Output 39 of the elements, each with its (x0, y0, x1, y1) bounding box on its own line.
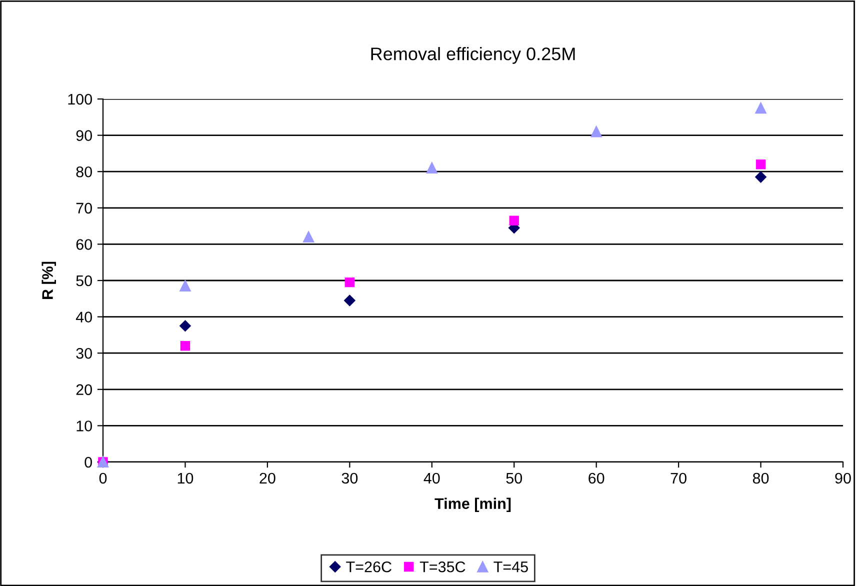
x-tick-label: 30 (342, 472, 358, 484)
x-tick-label: 0 (99, 472, 107, 484)
y-axis-title: R [%] (42, 262, 56, 299)
y-tick-label: 10 (76, 420, 92, 432)
x-tick-label: 40 (424, 472, 440, 484)
y-tick-label: 20 (76, 384, 92, 396)
y-tick-label: 90 (76, 130, 92, 141)
y-tick-label: 70 (76, 202, 92, 214)
y-tick-label: 0 (84, 456, 92, 468)
legend-label: T=45 (494, 562, 528, 572)
x-axis-title: Time [min] (434, 498, 511, 512)
point (755, 171, 766, 183)
chart-title: Removal efficiency 0.25M (371, 47, 575, 64)
point (180, 280, 191, 292)
y-tick-label: 100 (68, 94, 92, 105)
legend-label: T=35C (420, 561, 466, 572)
y-tick-label: 30 (76, 348, 92, 359)
y-tick-label: 60 (76, 239, 92, 250)
y-tick-label: 80 (76, 166, 92, 178)
x-tick-label: 70 (670, 472, 686, 484)
x-tick-label: 20 (260, 472, 276, 484)
point (303, 231, 314, 242)
x-tick-label: 80 (752, 472, 769, 484)
legend-label: T=26C (346, 561, 392, 572)
point (426, 162, 438, 174)
x-tick-label: 10 (178, 472, 194, 484)
y-tick-label: 50 (76, 275, 92, 286)
x-tick-label: 60 (588, 472, 604, 484)
point (344, 294, 356, 306)
point (344, 277, 355, 288)
point (590, 126, 602, 138)
x-tick-label: 90 (835, 472, 851, 484)
y-tick-label: 40 (76, 312, 92, 322)
point (509, 216, 519, 226)
point (180, 320, 191, 332)
point (180, 340, 190, 351)
x-tick-label: 50 (506, 472, 522, 484)
point (755, 102, 766, 114)
point (756, 159, 766, 170)
